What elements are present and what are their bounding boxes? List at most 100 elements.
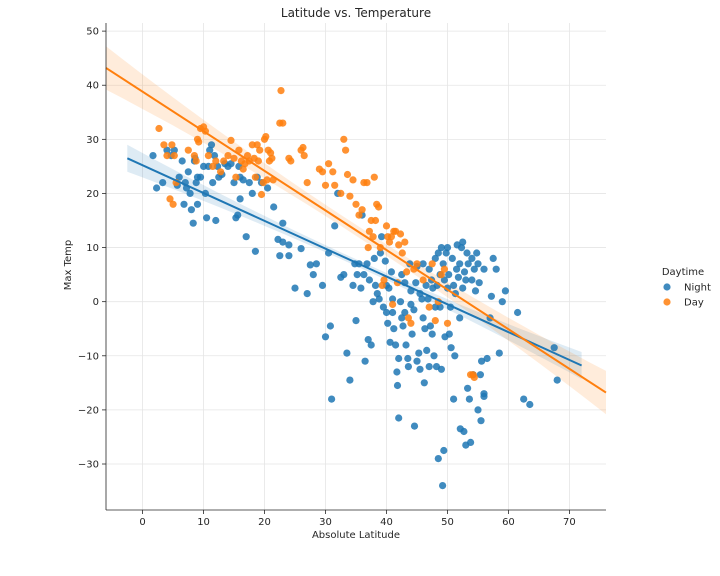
point-day	[239, 165, 247, 173]
point-day	[389, 300, 397, 308]
point-night	[457, 244, 466, 252]
point-day	[195, 138, 203, 146]
point-day	[257, 190, 266, 199]
legend-title: Daytime	[662, 267, 704, 278]
point-night	[212, 216, 220, 225]
regression-line-day	[105, 67, 607, 394]
point-day	[166, 195, 174, 203]
point-night	[170, 146, 178, 154]
point-night	[410, 306, 418, 314]
point-night	[193, 200, 202, 208]
point-night	[450, 395, 458, 403]
point-night	[248, 189, 256, 197]
point-day	[184, 146, 192, 154]
point-night	[439, 260, 447, 268]
point-night	[264, 184, 272, 192]
point-night	[367, 341, 375, 349]
point-day	[470, 373, 478, 381]
point-day	[428, 260, 436, 268]
point-day	[204, 152, 212, 160]
point-night	[352, 317, 360, 325]
point-day	[256, 146, 264, 154]
point-night	[245, 179, 253, 187]
point-night	[445, 271, 453, 279]
point-day	[365, 227, 373, 235]
point-day	[190, 152, 198, 160]
point-night	[196, 173, 205, 181]
y-tick-label: −30	[78, 460, 99, 471]
point-night	[459, 238, 467, 246]
x-tick-label: 40	[380, 517, 393, 528]
y-tick-label: 50	[86, 27, 99, 38]
point-night	[425, 363, 433, 371]
point-day	[217, 168, 225, 176]
point-night	[410, 422, 419, 430]
point-night	[420, 379, 428, 387]
point-night	[439, 482, 447, 490]
point-day	[321, 181, 330, 189]
point-night	[328, 395, 336, 403]
point-night	[475, 279, 483, 287]
point-night	[360, 271, 368, 279]
point-night	[376, 249, 384, 257]
point-night	[285, 252, 293, 260]
point-night	[303, 290, 311, 298]
regression-lines	[105, 67, 607, 394]
point-night	[453, 265, 461, 273]
point-night	[186, 189, 194, 197]
point-day	[382, 222, 391, 230]
point-night	[210, 152, 219, 160]
point-night	[428, 330, 436, 338]
point-day	[395, 241, 403, 249]
point-day	[337, 189, 345, 197]
point-night	[395, 414, 403, 422]
point-night	[389, 308, 397, 317]
point-day	[267, 149, 275, 157]
point-night	[285, 241, 293, 249]
point-day	[385, 238, 394, 246]
point-day	[370, 173, 378, 181]
point-night	[375, 295, 383, 303]
point-night	[396, 298, 405, 306]
point-night	[495, 349, 503, 357]
grid-lines	[106, 23, 606, 510]
point-night	[270, 203, 278, 211]
point-night	[501, 287, 509, 295]
point-day	[431, 317, 439, 325]
y-tick-label: −10	[78, 351, 99, 362]
y-tick-label: 30	[86, 135, 99, 146]
legend-marker-night	[663, 283, 671, 291]
x-tick-label: 10	[197, 517, 210, 528]
point-day	[155, 124, 163, 133]
point-night	[399, 322, 407, 330]
point-night	[236, 195, 244, 203]
point-night	[353, 271, 361, 279]
point-night	[393, 381, 402, 390]
point-night	[467, 438, 475, 446]
point-night	[279, 219, 287, 227]
point-day	[209, 162, 217, 170]
point-night	[443, 244, 452, 252]
point-day	[419, 276, 427, 284]
point-day	[363, 179, 371, 187]
point-day	[331, 181, 339, 189]
point-night	[370, 254, 378, 262]
x-tick-label: 30	[319, 517, 332, 528]
point-night	[483, 354, 491, 363]
point-night	[468, 276, 476, 284]
point-day	[325, 160, 333, 168]
point-night	[203, 214, 211, 222]
point-night	[448, 254, 456, 262]
point-night	[477, 417, 485, 425]
point-day	[437, 271, 445, 279]
point-night	[381, 257, 389, 265]
point-day	[380, 276, 388, 284]
point-night	[470, 265, 478, 273]
point-night	[421, 325, 429, 333]
point-night	[187, 206, 195, 214]
point-night	[159, 179, 167, 187]
y-tick-label: −20	[78, 405, 99, 416]
point-day	[396, 230, 405, 238]
point-night	[468, 254, 476, 262]
point-night	[387, 268, 395, 276]
